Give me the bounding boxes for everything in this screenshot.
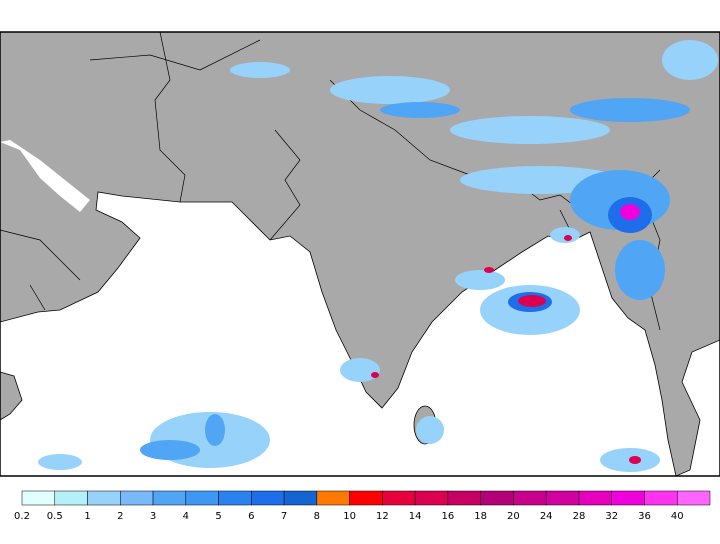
colorbar-label: 2 — [117, 511, 123, 522]
persian-gulf — [0, 140, 90, 212]
colorbar-box — [218, 490, 252, 506]
colorbar-box — [251, 490, 285, 506]
colorbar-label: 4 — [183, 511, 189, 522]
colorbar: 0.2 0.5 1 2 3 4 5 6 7 8 10 12 14 16 18 20 24 28 32 36 40 — [14, 490, 711, 522]
colorbar-label: 14 — [409, 511, 422, 522]
land-africa — [0, 371, 23, 421]
colorbar-label: 28 — [573, 511, 586, 522]
colorbar-box — [185, 490, 219, 506]
colorbar-label: 20 — [507, 511, 520, 522]
precipitation — [38, 40, 718, 472]
colorbar-box — [578, 490, 612, 506]
colorbar-label: 36 — [638, 511, 651, 522]
colorbar-box — [87, 490, 121, 506]
colorbar-box — [513, 490, 547, 506]
colorbar-label: 10 — [343, 511, 356, 522]
colorbar-label: 40 — [671, 511, 684, 522]
map — [0, 31, 720, 477]
colorbar-box — [349, 490, 383, 506]
colorbar-label: 5 — [215, 511, 221, 522]
colorbar-label: 7 — [281, 511, 287, 522]
colorbar-label: 12 — [376, 511, 389, 522]
colorbar-box — [676, 490, 711, 506]
colorbar-label: 1 — [84, 511, 90, 522]
colorbar-label: 16 — [442, 511, 455, 522]
colorbar-box — [54, 490, 88, 506]
colorbar-box — [611, 490, 645, 506]
colorbar-box — [120, 490, 154, 506]
colorbar-label: 32 — [605, 511, 618, 522]
colorbar-box — [480, 490, 514, 506]
colorbar-box — [644, 490, 678, 506]
colorbar-box — [283, 490, 318, 506]
colorbar-box — [545, 490, 580, 506]
colorbar-box — [21, 490, 56, 506]
colorbar-label: 18 — [474, 511, 487, 522]
colorbar-box — [447, 490, 481, 506]
colorbar-label: 0.5 — [47, 511, 63, 522]
map-frame — [0, 31, 720, 477]
colorbar-label: 3 — [150, 511, 156, 522]
colorbar-box — [414, 490, 449, 506]
colorbar-box — [152, 490, 187, 506]
colorbar-label: 0.2 — [14, 511, 30, 522]
colorbar-box — [316, 490, 350, 506]
colorbar-label: 6 — [248, 511, 254, 522]
colorbar-label: 24 — [540, 511, 553, 522]
colorbar-label: 8 — [314, 511, 320, 522]
colorbar-box — [382, 490, 416, 506]
